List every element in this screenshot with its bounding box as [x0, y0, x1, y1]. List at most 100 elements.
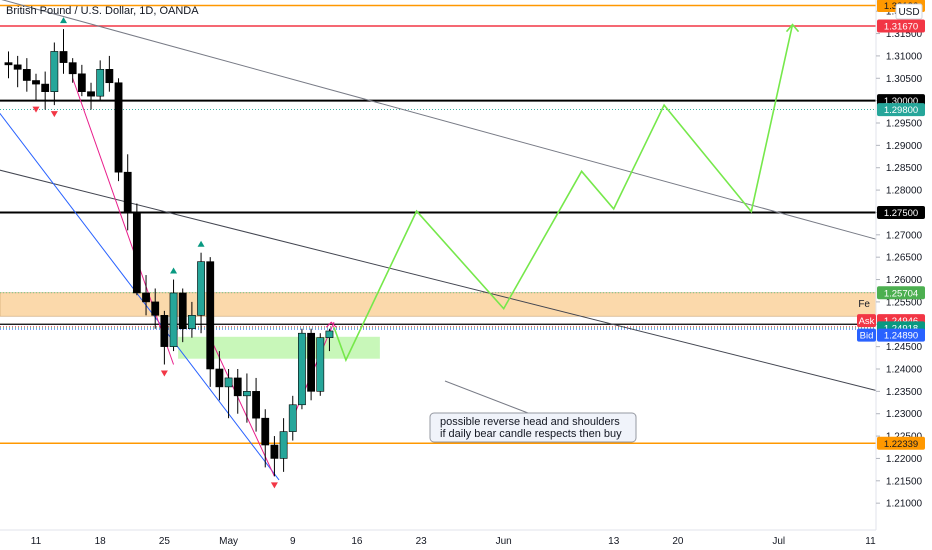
candle-body-12: [114, 82, 123, 173]
candle-body-13: [123, 171, 132, 213]
price-tag-prefix-box-4: [857, 328, 876, 342]
y-tick-label-20: 1.22000: [886, 454, 923, 465]
x-tick-label-11: 11: [865, 536, 876, 547]
x-tick-label-10: Jul: [772, 536, 785, 547]
pivot-up-arrow-0: [60, 17, 68, 24]
annotation-line-0: possible reverse head and shoulders: [440, 416, 620, 428]
projection-layer: [325, 23, 800, 363]
y-tick-label-11: 1.26500: [886, 253, 923, 264]
candle-body-23: [215, 368, 224, 388]
candle-body-32: [298, 332, 306, 406]
level-tag-label-1: 1.31670: [884, 21, 918, 32]
x-tick-label-8: 13: [608, 536, 620, 547]
level-tag-label-3: 1.27500: [884, 208, 918, 219]
trend-line-0: [1, 0, 880, 241]
currency-label[interactable]: USD: [898, 7, 919, 18]
candle-body-33: [307, 332, 315, 392]
x-tick-label-4: 9: [290, 536, 296, 547]
y-tick-label-3: 1.30500: [886, 74, 923, 85]
price-tag-4: [877, 328, 925, 342]
y-tick-label-8: 1.28000: [886, 186, 923, 197]
x-tick-label-1: 18: [95, 536, 107, 547]
pivot-down-arrow-3: [270, 482, 278, 489]
candle-body-17: [160, 315, 169, 347]
pivot-down-arrow-0: [32, 106, 40, 113]
candle-body-5: [50, 51, 59, 92]
head-marker: [325, 321, 337, 328]
y-tick-label-22: 1.21000: [886, 499, 923, 510]
zone-0: [0, 292, 877, 317]
x-tick-label-5: 16: [351, 536, 363, 547]
projection-arrowhead: [785, 23, 800, 33]
annotation-line-1: if daily bear candle respects then buy: [440, 428, 622, 440]
y-tick-label-13: 1.25500: [886, 297, 923, 308]
pivot-down-arrow-1: [50, 111, 58, 118]
candle-body-18: [169, 292, 178, 347]
y-tick-label-6: 1.29000: [886, 141, 923, 152]
pivot-arrows-layer: [32, 17, 278, 489]
candle-body-27: [252, 391, 260, 419]
candle-body-22: [206, 261, 215, 370]
zones-layer: Fe: [0, 109, 877, 359]
x-tick-label-0: 11: [31, 536, 42, 547]
x-tick-label-7: Jun: [496, 536, 512, 547]
level-tag-5: [877, 436, 925, 450]
candle-body-9: [87, 91, 95, 97]
annotation-box[interactable]: [429, 412, 637, 443]
pivot-up-arrow-1: [170, 267, 178, 274]
y-tick-label-18: 1.23000: [886, 409, 923, 420]
y-tick-label-7: 1.28500: [886, 163, 923, 174]
projection-path: [333, 24, 794, 363]
candle-body-21: [197, 261, 205, 316]
level-tag-label-5: 1.22339: [884, 439, 918, 450]
price-tag-0: [877, 103, 925, 117]
price-tag-prefix-box-2: [857, 314, 876, 328]
pivot-up-arrow-2: [197, 240, 205, 247]
chart-title: British Pound / U.S. Dollar, 1D, OANDA: [6, 5, 199, 17]
y-tick-label-21: 1.21500: [886, 476, 923, 487]
y-tick-label-10: 1.27000: [886, 230, 923, 241]
candle-body-16: [151, 301, 160, 316]
candle-body-4: [41, 83, 50, 92]
candle-body-2: [22, 69, 31, 81]
y-tick-label-16: 1.24000: [886, 364, 923, 375]
candle-body-30: [279, 431, 288, 459]
y-tick-label-5: 1.29500: [886, 118, 923, 129]
x-tick-label-6: 23: [416, 536, 428, 547]
candle-body-25: [233, 377, 242, 397]
candles-layer: [4, 29, 334, 477]
level-tag-1: [877, 19, 925, 33]
candle-body-24: [224, 377, 233, 388]
candle-body-3: [32, 80, 40, 85]
candle-body-6: [59, 51, 68, 63]
price-tag-label-0: 1.29800: [884, 105, 918, 116]
trend-line-1: [0, 169, 880, 392]
candle-body-26: [243, 391, 251, 397]
price-tag-label-1: 1.25704: [884, 288, 918, 299]
candle-body-31: [288, 404, 297, 432]
currency-button-frame[interactable]: [895, 3, 923, 20]
zone-label-0: Fe: [858, 299, 870, 310]
y-tick-label-1: 1.31500: [886, 29, 923, 40]
y-tick-label-2: 1.31000: [886, 51, 923, 62]
candle-body-15: [142, 292, 150, 303]
time-axis[interactable]: 11 18 25 May 9 16 23 Jun 13 20 Jul 11: [31, 536, 876, 547]
price-tag-1: [877, 286, 925, 300]
candle-body-8: [77, 73, 86, 92]
candle-body-10: [96, 69, 105, 97]
y-tick-label-12: 1.26000: [886, 275, 923, 286]
candle-body-35: [325, 330, 334, 338]
levels-layer: [0, 4, 876, 445]
candle-body-1: [13, 64, 22, 70]
level-tag-3: [877, 205, 925, 219]
candle-body-7: [68, 62, 77, 75]
x-tick-label-2: 25: [159, 536, 171, 547]
trend-line-3: [72, 78, 175, 365]
pivot-down-arrow-2: [160, 370, 168, 377]
trend-line-4: [209, 337, 275, 477]
x-tick-label-9: 20: [672, 536, 684, 547]
level-tag-label-2: 1.30000: [884, 96, 918, 107]
